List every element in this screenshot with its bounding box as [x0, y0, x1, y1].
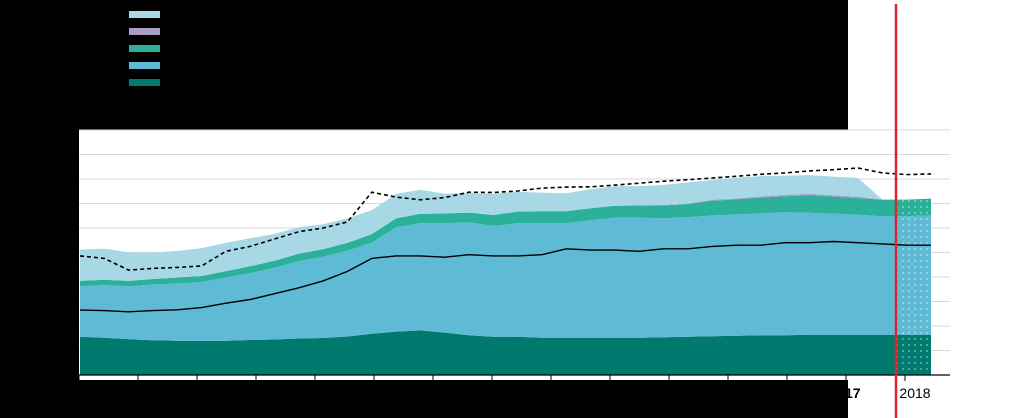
x-tick-label: 2017: [829, 385, 860, 401]
area-series-3: [80, 195, 931, 287]
total-line-dashed: [79, 167, 932, 271]
legend-swatch: [129, 45, 160, 52]
reference-line-solid: [79, 240, 931, 313]
x-axis: [78, 374, 950, 381]
area-series: [80, 175, 931, 375]
area-series-1: [80, 330, 931, 375]
forecast-dots: [882, 198, 931, 375]
forecast-overlay: [882, 198, 931, 375]
x-tick-labels: 2017 2018: [829, 385, 930, 401]
legend-swatch: [129, 28, 160, 35]
overlay-lines: [79, 167, 932, 313]
area-series-5: [80, 175, 931, 281]
legend-swatch: [129, 79, 160, 86]
area-series-2: [80, 212, 931, 341]
x-tick-label: 2018: [899, 385, 930, 401]
legend-swatch: [129, 62, 160, 69]
bottom-band: [0, 380, 848, 418]
legend-swatch: [129, 11, 160, 18]
legend: [129, 11, 160, 86]
